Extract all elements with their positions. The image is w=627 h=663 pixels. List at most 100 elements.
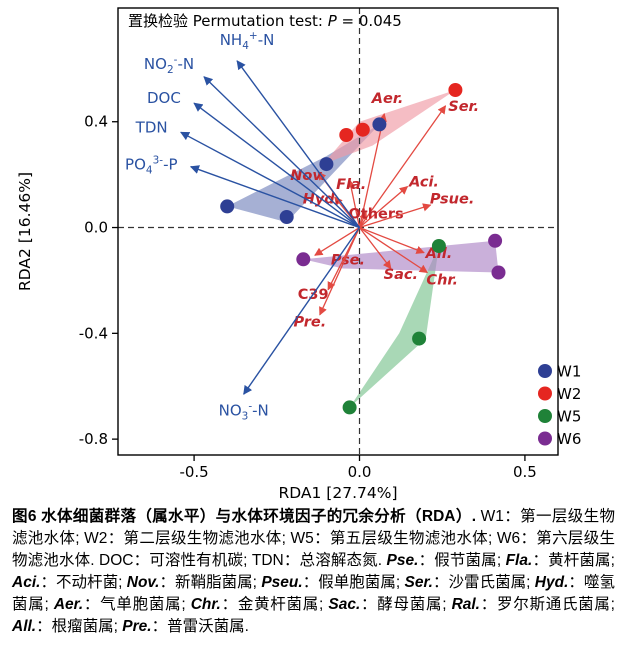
caption-segment: Ser. [404, 574, 433, 591]
caption-segment: RDA [421, 508, 456, 525]
legend-dot-W5 [538, 409, 552, 423]
legend-label-W2: W2 [557, 385, 581, 403]
env-label-NO2--N: NO2--N [144, 54, 194, 76]
species-label-Ser.: Ser. [448, 99, 479, 115]
caption-segment: Pseu. [261, 574, 303, 591]
env-arrow-NO2--N [203, 76, 360, 229]
caption-segment: Sac. [328, 596, 361, 613]
env-arrow-PO43--P [189, 165, 360, 229]
caption-segment: Chr. [190, 596, 221, 613]
point-W6-3 [491, 265, 506, 280]
point-W1-3 [319, 157, 334, 172]
y-tick-label: -0.4 [79, 324, 108, 342]
caption-segment: ：酵母菌属; [360, 596, 452, 613]
caption-segment: ：金黄杆菌属; [220, 596, 329, 613]
species-arrow-Ser. [358, 105, 447, 228]
caption-segment: 图6 [12, 508, 42, 525]
species-label-Fla.: Fla. [336, 177, 366, 193]
caption-segment: ）. [455, 508, 481, 525]
species-arrow-Psue. [359, 203, 432, 229]
species-label-Chr.: Chr. [426, 272, 458, 288]
y-axis-label: RDA2 [16.46%] [16, 172, 34, 291]
env-label-NO3--N: NO3--N [219, 400, 269, 422]
hull-W5 [349, 246, 439, 408]
env-arrow-NH4+-N [236, 60, 361, 228]
species-arrow-Pre. [319, 227, 361, 316]
species-label-Nov.: Nov. [290, 168, 326, 184]
y-tick-label: 0.0 [84, 219, 108, 237]
caption-segment: Aci. [12, 574, 41, 591]
caption-segment: Ral. [451, 596, 480, 613]
caption-segment: ：沙雷氏菌属; [432, 574, 535, 591]
figure-caption: 图6 水体细菌群落（属水平）与水体环境因子的冗余分析（RDA）. W1：第一层级… [0, 502, 627, 638]
env-label-DOC: DOC [147, 89, 181, 107]
caption-segment: ：假单胞菌属; [302, 574, 405, 591]
species-arrow-Sac. [358, 227, 392, 270]
species-label-Aci.: Aci. [408, 175, 439, 191]
caption-segment: ：罗尔斯通氏菌属; [480, 596, 615, 613]
caption-segment: ：噬氢菌属; [12, 574, 615, 613]
env-arrow-DOC [193, 102, 360, 229]
point-W1-2 [279, 210, 294, 224]
caption-segment: Hyd. [534, 574, 569, 591]
legend-dot-W1 [538, 364, 552, 378]
caption-segment: Nov. [126, 574, 160, 591]
point-W1-4 [372, 117, 387, 132]
point-W5-3 [342, 400, 357, 415]
point-W5-2 [412, 331, 427, 346]
caption-segment: All. [12, 618, 37, 635]
species-arrow-Aci. [359, 185, 409, 229]
caption-segment: ：新鞘脂菌属; [159, 574, 262, 591]
species-arrow-Fla. [346, 179, 361, 228]
species-label-Aer.: Aer. [371, 91, 404, 107]
species-label-Pre.: Pre. [294, 315, 327, 331]
caption-segment: ：普雷沃菌属. [151, 618, 249, 635]
y-tick-label: -0.8 [79, 430, 108, 448]
species-arrow-Chr. [359, 226, 429, 274]
species-arrow-All. [359, 226, 425, 254]
point-W2-1 [339, 128, 354, 142]
point-W1-1 [220, 199, 235, 214]
caption-segment: Aer. [53, 596, 84, 613]
env-arrow-NO3--N [243, 227, 361, 395]
env-arrow-TDN [180, 131, 360, 229]
x-tick-label: 0.5 [513, 463, 537, 481]
caption-segment: W1：第一层级生物滤池水体; W2：第二层级生物滤池水体; W5：第五层级生物滤… [12, 508, 615, 569]
plot-frame [117, 7, 559, 456]
rda-chart-svg: Aer.Ser.Nov.Fla.Aci.Hyd.OthersPsue.Pse.S… [16, 7, 581, 502]
legend-dot-W6 [538, 431, 552, 446]
species-label-All.: All. [425, 246, 453, 262]
x-tick-label: -0.5 [179, 463, 208, 481]
legend-dot-W2 [538, 386, 552, 401]
species-arrow-Others [358, 210, 368, 228]
species-arrow-Aer. [358, 112, 387, 228]
x-axis-label: RDA1 [27.74%] [278, 484, 397, 502]
hull-W2 [323, 90, 456, 165]
permutation-test-label: 置换检验 Permutation test: P = 0.045 [128, 12, 402, 30]
point-W6-2 [488, 233, 503, 248]
hull-W6 [303, 240, 499, 273]
y-tick-label: 0.4 [84, 113, 108, 131]
point-W2-3 [448, 83, 463, 97]
rda-chart: Aer.Ser.Nov.Fla.Aci.Hyd.OthersPsue.Pse.S… [16, 7, 581, 502]
species-arrow-Pse. [314, 226, 360, 256]
env-label-NH4+-N: NH4+-N [220, 30, 275, 52]
caption-segment: 水体细菌群落（属水平）与水体环境因子的冗余分析（ [41, 508, 422, 525]
species-label-Sac.: Sac. [384, 267, 418, 283]
species-label-Psue.: Psue. [430, 192, 474, 208]
legend-label-W1: W1 [557, 363, 581, 381]
caption-segment: Pse. [386, 552, 419, 569]
env-label-TDN: TDN [135, 118, 168, 136]
species-label-Others: Others [348, 206, 403, 222]
point-W6-1 [296, 252, 311, 267]
caption-segment: ：气单胞菌属; [83, 596, 191, 613]
env-label-PO43--P: PO43--P [125, 154, 178, 176]
caption-segment: ：根瘤菌属; [36, 618, 123, 635]
x-tick-label: 0.0 [348, 463, 372, 481]
caption-segment: Fla. [505, 552, 533, 569]
caption-segment: ：黄杆菌属; [532, 552, 615, 569]
caption-segment: ：不动杆菌; [40, 574, 127, 591]
point-W5-1 [431, 239, 446, 253]
caption-segment: Pre. [122, 618, 152, 635]
